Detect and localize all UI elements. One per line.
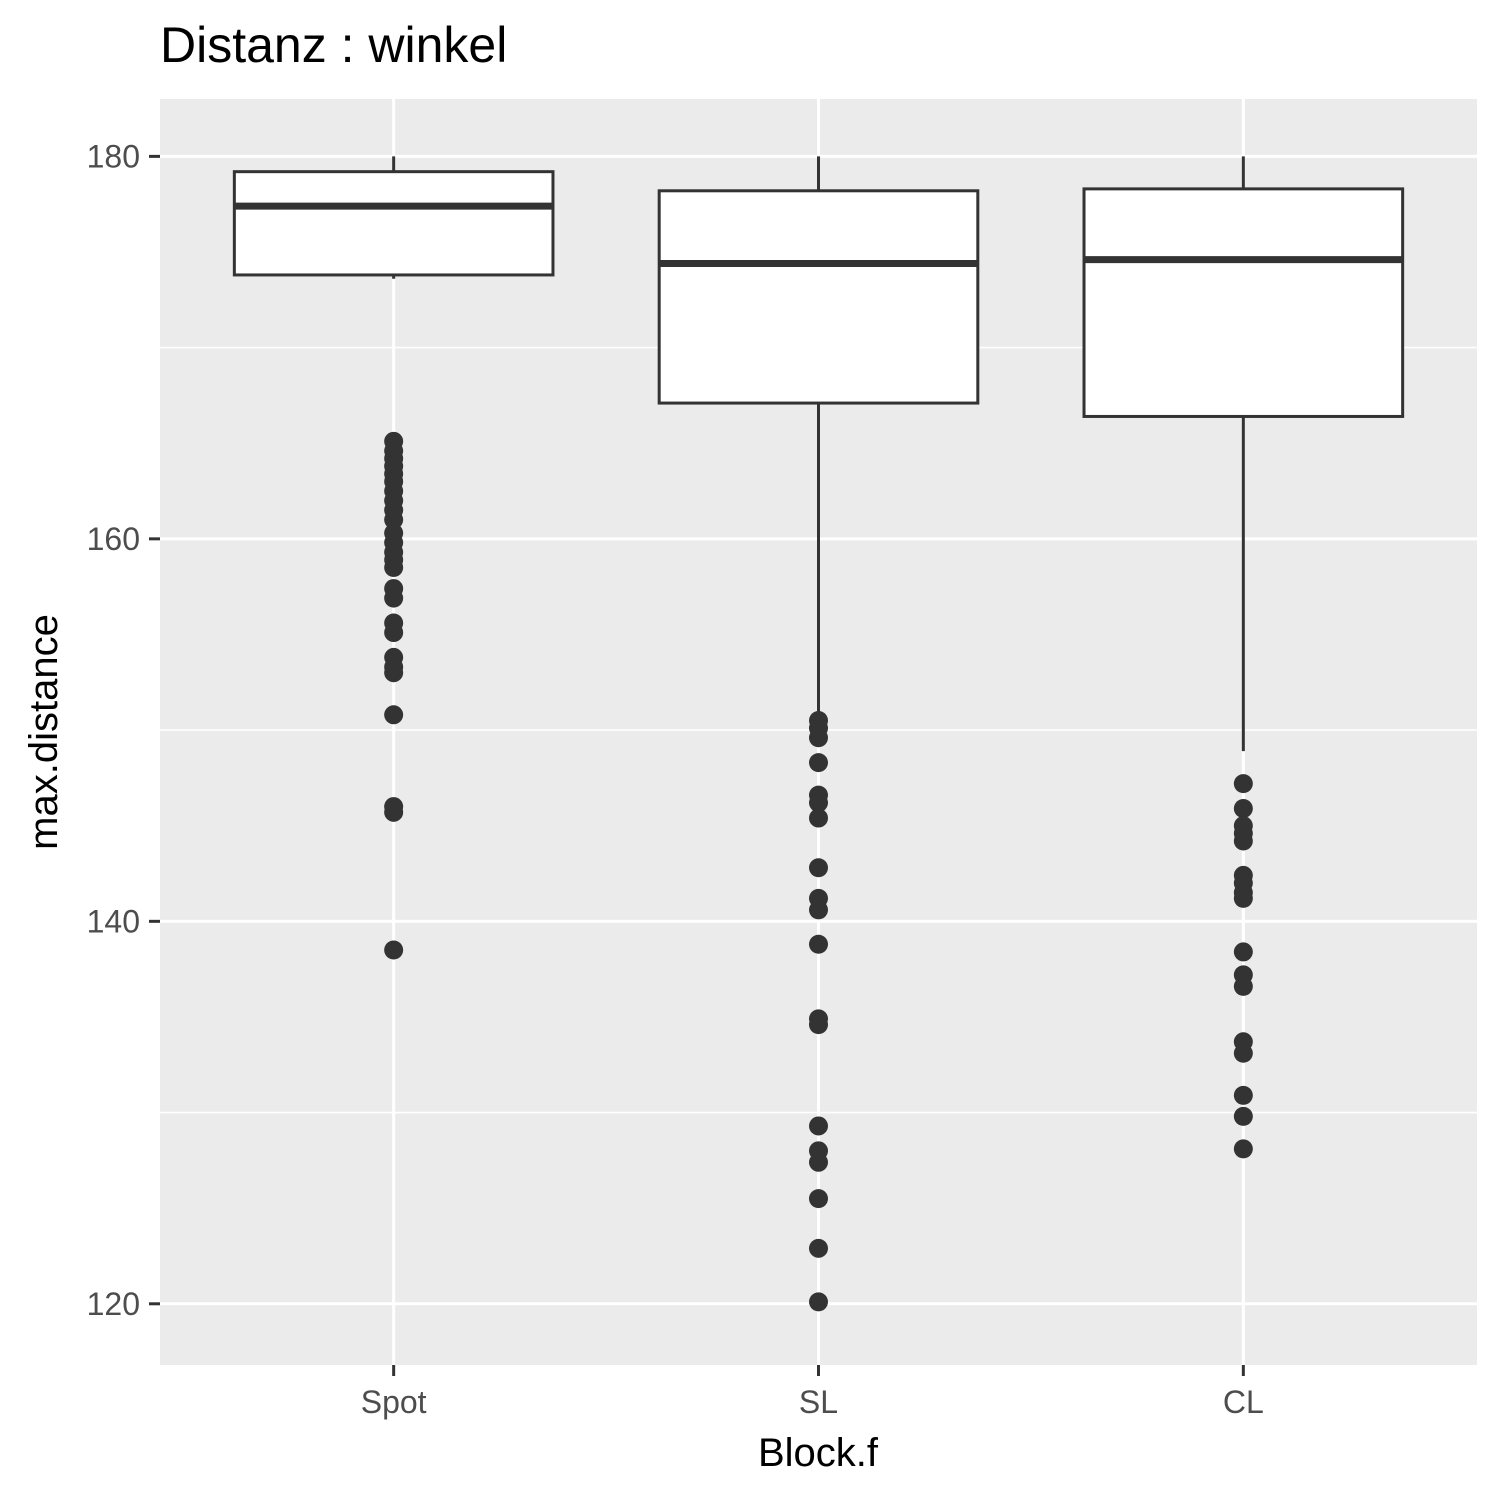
outlier-point <box>809 934 828 954</box>
outlier-point <box>1233 942 1253 962</box>
outlier-point <box>809 1152 828 1172</box>
outlier-point <box>384 940 404 960</box>
outlier-point <box>809 753 828 773</box>
outlier-point <box>809 1189 828 1209</box>
axis-layer: 120 140 160 180 Spot SL CL <box>87 138 1264 1420</box>
box-layer <box>232 156 1405 1312</box>
outlier-point <box>809 900 828 920</box>
iqr-box <box>657 189 980 405</box>
box-sl <box>657 156 980 1312</box>
box-cl <box>1082 156 1405 1159</box>
outlier-point <box>384 623 404 643</box>
outlier-point <box>384 705 404 725</box>
outlier-point <box>384 802 404 822</box>
outlier-point <box>809 1015 828 1035</box>
y-axis-title: max.distance <box>22 614 66 850</box>
outlier-point <box>384 510 404 530</box>
chart-title: Distanz : winkel <box>160 17 507 73</box>
outlier-point <box>384 558 404 578</box>
outlier-point <box>809 808 828 828</box>
x-tick-label: SL <box>799 1384 838 1420</box>
outlier-point <box>1233 774 1253 794</box>
y-tick-label: 140 <box>87 903 140 939</box>
outlier-point <box>809 1238 828 1258</box>
outlier-point <box>1233 976 1253 996</box>
x-axis-title: Block.f <box>758 1431 879 1475</box>
outlier-point <box>1233 1139 1253 1159</box>
outlier-point <box>809 1116 828 1136</box>
outlier-point <box>1233 888 1253 908</box>
iqr-box <box>1082 187 1405 418</box>
y-tick-label: 160 <box>87 521 140 557</box>
outlier-point <box>809 728 828 748</box>
y-tick-label: 120 <box>87 1286 140 1322</box>
iqr-box <box>232 170 555 277</box>
outlier-point <box>1233 798 1253 818</box>
outlier-point <box>1233 831 1253 851</box>
outlier-point <box>1233 1085 1253 1105</box>
outlier-point <box>384 588 404 608</box>
box-spot <box>232 156 555 960</box>
x-tick-label: CL <box>1223 1384 1264 1420</box>
outlier-point <box>384 663 404 683</box>
outlier-point <box>1233 1043 1253 1063</box>
outlier-point <box>1233 1106 1253 1126</box>
outlier-point <box>809 793 828 813</box>
x-tick-label: Spot <box>361 1384 427 1420</box>
outlier-point <box>809 1292 828 1312</box>
outlier-point <box>809 858 828 878</box>
y-tick-label: 180 <box>87 138 140 174</box>
